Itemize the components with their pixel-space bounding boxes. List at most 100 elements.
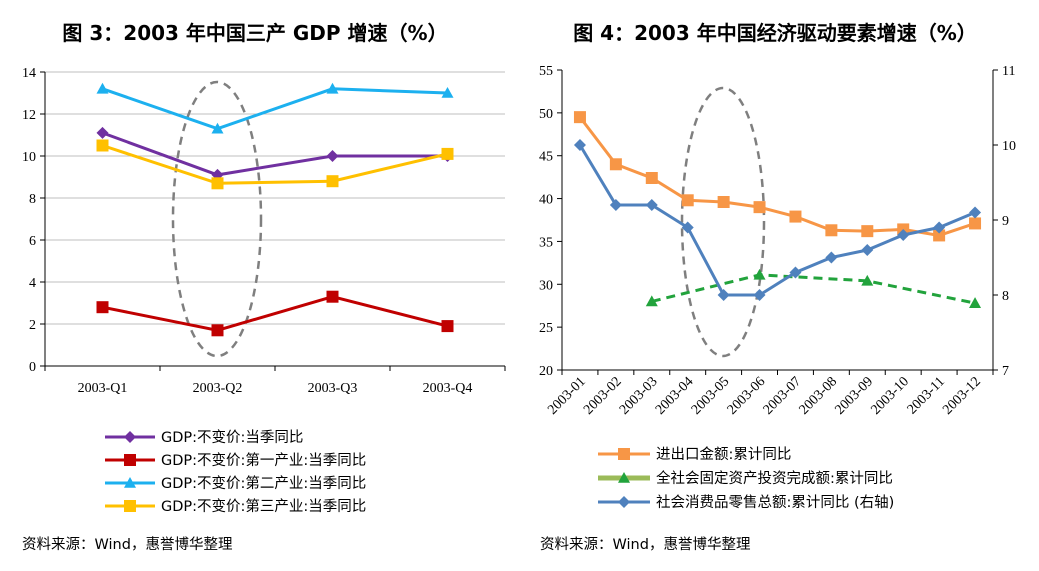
chart2-data-point (861, 244, 874, 256)
chart1-data-point (326, 82, 339, 94)
chart1-data-point (441, 147, 454, 160)
chart1-series-line (101, 131, 448, 177)
chart1-y-tick-label: 6 (29, 234, 36, 249)
chart2-data-point (753, 289, 766, 301)
chart2-data-point (789, 266, 802, 279)
chart2-legend-marker (618, 496, 630, 508)
chart2-data-point (645, 172, 658, 184)
chart1-series-line (102, 295, 448, 332)
chart1-source: 资料来源：Wind，惠誉博华整理 (22, 536, 233, 553)
chart2-x-axis: 2003-012003-022003-032003-042003-052003-… (545, 370, 994, 418)
chart1-series-line (102, 87, 448, 131)
chart1-y-tick-label: 8 (29, 192, 36, 207)
chart1-y-axis: 0 2 4 6 8 10 12 14 (22, 66, 45, 375)
chart1-legend-marker (124, 500, 136, 512)
chart1-highlight-ellipse (171, 80, 263, 358)
chart2-y2-tick-label: 7 (1002, 364, 1009, 379)
chart2-data-point (681, 221, 694, 234)
chart1-data-point (441, 87, 454, 98)
chart2-data-point (681, 194, 694, 207)
chart2-data-point (861, 225, 874, 238)
chart1-data-point (96, 82, 109, 94)
chart1-data-point (326, 290, 339, 303)
chart2-source: 资料来源：Wind，惠誉博华整理 (540, 536, 751, 553)
chart1-y-tick-label: 10 (22, 150, 36, 165)
chart2-data-point (753, 268, 766, 280)
chart2-y-tick-label: 20 (539, 364, 553, 379)
chart1-y-tick-label: 14 (22, 66, 36, 81)
chart2-x-tick-label: 2003-02 (581, 374, 625, 418)
chart1-data-point (96, 126, 109, 139)
chart2-data-point (753, 201, 766, 214)
chart2-data-point (861, 274, 874, 286)
chart2-x-tick-label: 2003-06 (725, 374, 769, 418)
chart2-legend: 进出口金额:累计同比全社会固定资产投资完成额:累计同比社会消费品零售总额:累计同… (598, 446, 894, 511)
chart1-data-point (211, 122, 224, 134)
chart2-data-point (609, 199, 622, 211)
chart1-x-tick-label: 2003-Q2 (193, 381, 243, 396)
chart2-y2-tick-label: 9 (1002, 214, 1009, 229)
chart2-highlight-ellipse (680, 86, 766, 358)
chart1-x-axis: 2003-Q1 2003-Q2 2003-Q3 2003-Q4 (44, 366, 506, 396)
chart2-x-tick-label: 2003-09 (833, 374, 877, 418)
chart2-y2-tick-label: 10 (1002, 139, 1016, 154)
chart-gdp-growth: 图 3：2003 年中国三产 GDP 增速（%） 0 2 4 6 8 10 12 14 200… (22, 21, 506, 553)
chart2-data-point (609, 158, 622, 171)
chart2-data-point (645, 199, 658, 211)
chart1-legend-marker (124, 477, 136, 488)
chart2-y-tick-label: 30 (539, 278, 553, 293)
chart1-y-tick-label: 2 (29, 318, 36, 333)
chart2-x-tick-label: 2003-04 (653, 374, 697, 418)
chart1-legend-label: GDP:不变价:当季同比 (161, 429, 303, 446)
chart2-y-tick-label: 45 (539, 150, 553, 165)
chart2-y-tick-label: 55 (539, 64, 553, 79)
chart2-data-point (969, 206, 982, 219)
chart2-series-line (651, 273, 976, 305)
chart2-data-point (897, 229, 910, 241)
chart2-y2-tick-label: 11 (1002, 64, 1015, 79)
chart1-legend-label: GDP:不变价:第三产业:当季同比 (161, 497, 366, 515)
chart2-x-tick-label: 2003-08 (797, 374, 841, 418)
chart-economic-drivers: 图 4：2003 年中国经济驱动要素增速（%） 20 25 30 35 40 45 50 55… (539, 21, 1016, 553)
chart2-data-point (825, 224, 838, 237)
chart2-legend-marker (618, 448, 630, 460)
chart1-y-tick-label: 12 (22, 108, 36, 123)
chart1-legend: GDP:不变价:当季同比 GDP:不变价:第一产业:当季同比 GDP:不变价:第二产… (105, 429, 366, 515)
chart1-legend-marker (124, 431, 136, 443)
chart2-data-point (717, 289, 730, 301)
chart2-y-tick-label: 35 (539, 235, 553, 250)
chart2-legend-label: 全社会固定资产投资完成额:累计同比 (656, 469, 893, 487)
chart1-legend-label: GDP:不变价:第二产业:当季同比 (161, 474, 366, 492)
chart2-data-point (933, 229, 946, 242)
chart1-legend-marker (124, 454, 136, 466)
chart2-data-point (717, 196, 730, 208)
chart2-y-tick-label: 50 (539, 107, 553, 122)
chart2-data-point (573, 139, 586, 151)
chart2-x-tick-label: 2003-03 (617, 374, 661, 418)
chart1-title: 图 3：2003 年中国三产 GDP 增速（%） (62, 21, 447, 45)
chart2-x-tick-label: 2003-01 (545, 374, 589, 418)
chart2-x-tick-label: 2003-12 (940, 374, 984, 418)
chart1-data-point (441, 320, 454, 333)
chart2-data-point (573, 111, 586, 124)
chart2-data-point (645, 295, 658, 307)
chart2-series-line (578, 144, 976, 297)
chart2-y-tick-label: 25 (539, 321, 553, 336)
chart1-data-point (211, 324, 224, 337)
chart1-data-point (96, 139, 109, 152)
chart2-y-axis-right: 7 8 9 10 11 (993, 64, 1016, 379)
chart2-x-tick-label: 2003-11 (905, 374, 948, 417)
chart1-x-tick-label: 2003-Q1 (78, 381, 128, 396)
chart2-series (573, 111, 982, 308)
chart2-axes (561, 70, 994, 371)
chart2-x-tick-label: 2003-05 (689, 374, 733, 418)
chart1-series-line (102, 144, 448, 185)
chart1-series (96, 82, 454, 337)
chart2-data-point (969, 297, 982, 308)
chart2-series-line (578, 116, 976, 237)
chart1-y-tick-label: 0 (29, 360, 36, 375)
chart2-y2-tick-label: 8 (1002, 289, 1009, 304)
chart2-data-point (789, 210, 802, 223)
chart2-y-tick-label: 40 (539, 193, 553, 208)
